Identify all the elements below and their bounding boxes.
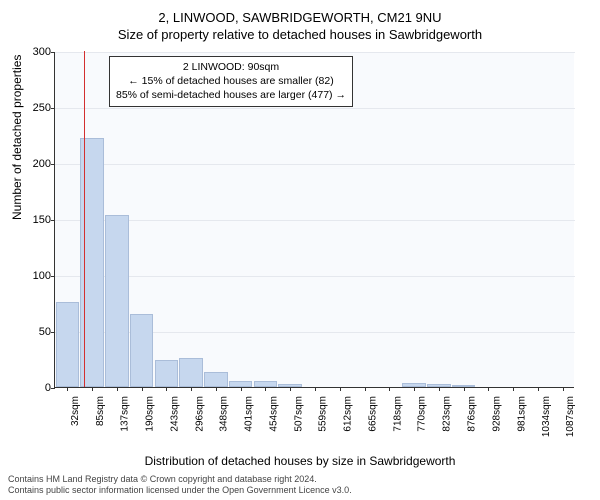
xtick-mark (340, 387, 341, 391)
footer-attribution: Contains HM Land Registry data © Crown c… (8, 474, 352, 496)
xtick-mark (365, 387, 366, 391)
ytick-label: 0 (25, 382, 51, 394)
xtick-mark (488, 387, 489, 391)
xtick-mark (265, 387, 266, 391)
xtick-label: 137sqm (120, 396, 131, 432)
gridline (55, 220, 575, 221)
ytick-mark (51, 108, 55, 109)
xtick-mark (117, 387, 118, 391)
xtick-mark (439, 387, 440, 391)
ytick-label: 150 (25, 214, 51, 226)
xtick-label: 85sqm (95, 396, 106, 426)
ytick-mark (51, 276, 55, 277)
ytick-mark (51, 332, 55, 333)
gridline (55, 276, 575, 277)
histogram-bar (179, 358, 203, 387)
annotation-line1: 2 LINWOOD: 90sqm (116, 60, 346, 74)
xtick-label: 32sqm (70, 396, 81, 426)
title-main: 2, LINWOOD, SAWBRIDGEWORTH, CM21 9NU (0, 0, 600, 25)
xtick-mark (142, 387, 143, 391)
ytick-mark (51, 164, 55, 165)
gridline (55, 52, 575, 53)
plot-area: 05010015020025030032sqm85sqm137sqm190sqm… (54, 52, 574, 388)
xtick-label: 1087sqm (566, 396, 577, 437)
xtick-label: 981sqm (516, 396, 527, 432)
xtick-label: 612sqm (343, 396, 354, 432)
ytick-label: 100 (25, 270, 51, 282)
gridline (55, 164, 575, 165)
xtick-label: 823sqm (442, 396, 453, 432)
footer-line2: Contains public sector information licen… (8, 485, 352, 496)
xtick-mark (166, 387, 167, 391)
x-axis-label: Distribution of detached houses by size … (0, 454, 600, 468)
annotation-line2: ← 15% of detached houses are smaller (82… (116, 74, 346, 88)
xtick-mark (315, 387, 316, 391)
xtick-mark (216, 387, 217, 391)
xtick-label: 296sqm (194, 396, 205, 432)
xtick-label: 876sqm (467, 396, 478, 432)
title-sub: Size of property relative to detached ho… (0, 25, 600, 48)
xtick-label: 665sqm (368, 396, 379, 432)
xtick-label: 770sqm (417, 396, 428, 432)
annotation-box: 2 LINWOOD: 90sqm← 15% of detached houses… (109, 56, 353, 107)
y-axis-label: Number of detached properties (10, 55, 24, 220)
xtick-label: 243sqm (169, 396, 180, 432)
xtick-label: 1034sqm (541, 396, 552, 437)
xtick-label: 718sqm (392, 396, 403, 432)
ytick-label: 250 (25, 102, 51, 114)
xtick-mark (92, 387, 93, 391)
histogram-bar (130, 314, 154, 387)
reference-line (84, 51, 85, 387)
ytick-label: 50 (25, 326, 51, 338)
xtick-label: 190sqm (145, 396, 156, 432)
xtick-label: 454sqm (268, 396, 279, 432)
ytick-mark (51, 220, 55, 221)
xtick-label: 928sqm (491, 396, 502, 432)
xtick-mark (538, 387, 539, 391)
xtick-label: 348sqm (219, 396, 230, 432)
xtick-mark (191, 387, 192, 391)
histogram-bar (56, 302, 80, 387)
xtick-mark (389, 387, 390, 391)
ytick-label: 200 (25, 158, 51, 170)
histogram-bar (105, 215, 129, 387)
xtick-mark (464, 387, 465, 391)
xtick-mark (414, 387, 415, 391)
xtick-label: 559sqm (318, 396, 329, 432)
annotation-line3: 85% of semi-detached houses are larger (… (116, 88, 346, 102)
histogram-bar (155, 360, 179, 387)
chart-container: 05010015020025030032sqm85sqm137sqm190sqm… (54, 52, 574, 424)
xtick-mark (241, 387, 242, 391)
ytick-mark (51, 52, 55, 53)
xtick-mark (563, 387, 564, 391)
xtick-label: 401sqm (244, 396, 255, 432)
ytick-label: 300 (25, 46, 51, 58)
footer-line1: Contains HM Land Registry data © Crown c… (8, 474, 352, 485)
ytick-mark (51, 388, 55, 389)
xtick-label: 507sqm (293, 396, 304, 432)
xtick-mark (67, 387, 68, 391)
histogram-bar (204, 372, 228, 387)
xtick-mark (290, 387, 291, 391)
xtick-mark (513, 387, 514, 391)
gridline (55, 108, 575, 109)
